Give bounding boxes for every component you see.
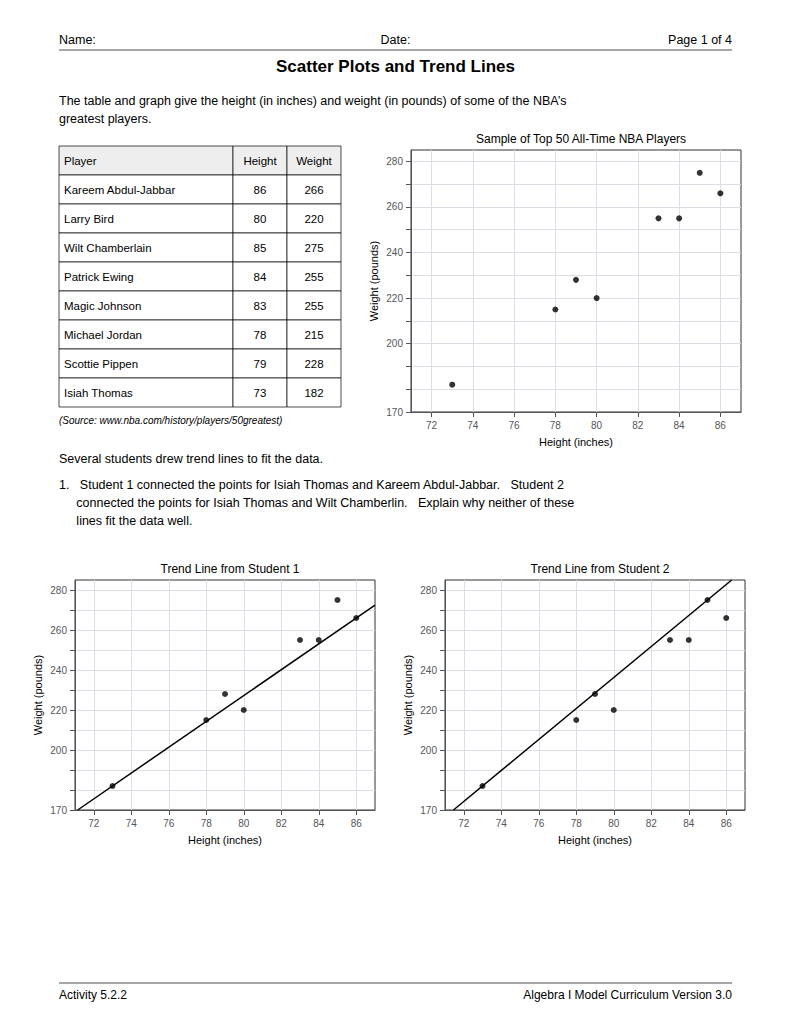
svg-text:72: 72: [458, 818, 470, 829]
svg-text:74: 74: [126, 818, 138, 829]
svg-text:Trend Line from Student 1: Trend Line from Student 1: [161, 562, 300, 576]
svg-text:170: 170: [386, 407, 403, 418]
svg-text:240: 240: [50, 665, 67, 676]
svg-text:280: 280: [386, 156, 403, 167]
svg-text:240: 240: [386, 247, 403, 258]
svg-text:(Source: www.nba.com/history/p: (Source: www.nba.com/history/players/50g…: [59, 415, 282, 426]
svg-text:255: 255: [304, 271, 323, 283]
svg-text:78: 78: [201, 818, 213, 829]
svg-text:76: 76: [533, 818, 545, 829]
svg-text:82: 82: [632, 420, 644, 431]
svg-text:Height (inches): Height (inches): [539, 436, 613, 448]
svg-text:240: 240: [420, 665, 437, 676]
svg-text:79: 79: [254, 358, 267, 370]
svg-text:86: 86: [715, 420, 727, 431]
svg-text:Weight: Weight: [296, 155, 332, 167]
svg-text:Height (inches): Height (inches): [188, 834, 262, 846]
svg-text:80: 80: [591, 420, 603, 431]
svg-text:200: 200: [420, 745, 437, 756]
svg-text:82: 82: [276, 818, 288, 829]
svg-text:Height (inches): Height (inches): [558, 834, 632, 846]
svg-text:greatest players.: greatest players.: [59, 112, 151, 126]
svg-text:Scottie Pippen: Scottie Pippen: [64, 358, 138, 370]
svg-text:Activity 5.2.2: Activity 5.2.2: [59, 988, 127, 1002]
svg-text:80: 80: [608, 818, 620, 829]
svg-text:Height: Height: [243, 155, 277, 167]
svg-text:275: 275: [304, 242, 323, 254]
svg-text:Weight (pounds): Weight (pounds): [402, 655, 414, 736]
svg-text:78: 78: [254, 329, 267, 341]
svg-text:Weight (pounds): Weight (pounds): [368, 241, 380, 322]
svg-text:170: 170: [50, 805, 67, 816]
svg-text:1. Student 1 connected the p: 1. Student 1 connected the points for Is…: [59, 478, 564, 492]
svg-text:72: 72: [88, 818, 100, 829]
svg-text:182: 182: [304, 387, 323, 399]
svg-text:73: 73: [254, 387, 267, 399]
svg-text:228: 228: [304, 358, 323, 370]
svg-text:Trend Line from Student 2: Trend Line from Student 2: [531, 562, 670, 576]
svg-text:255: 255: [304, 300, 323, 312]
svg-text:Michael Jordan: Michael Jordan: [64, 329, 142, 341]
svg-text:215: 215: [304, 329, 323, 341]
svg-text:86: 86: [254, 184, 267, 196]
svg-text:Algebra I Model Curriculum Ver: Algebra I Model Curriculum Version 3.0: [523, 988, 732, 1002]
svg-text:76: 76: [509, 420, 521, 431]
svg-text:Page 1 of 4: Page 1 of 4: [668, 33, 732, 47]
svg-text:connected the points for Isiah: connected the points for Isiah Thomas an…: [59, 496, 574, 510]
svg-text:78: 78: [550, 420, 562, 431]
svg-text:220: 220: [304, 213, 323, 225]
svg-text:Larry Bird: Larry Bird: [64, 213, 114, 225]
svg-text:Date:: Date:: [381, 33, 411, 47]
svg-text:84: 84: [313, 818, 325, 829]
svg-text:260: 260: [420, 625, 437, 636]
svg-text:Sample of Top 50 All-Time NBA: Sample of Top 50 All-Time NBA Players: [476, 132, 686, 146]
svg-text:280: 280: [50, 585, 67, 596]
svg-text:170: 170: [420, 805, 437, 816]
svg-text:The table and graph give the h: The table and graph give the height (in …: [59, 94, 566, 108]
svg-text:220: 220: [386, 293, 403, 304]
svg-text:85: 85: [254, 242, 267, 254]
svg-text:Weight (pounds): Weight (pounds): [32, 655, 44, 736]
svg-text:84: 84: [674, 420, 686, 431]
svg-text:Wilt Chamberlain: Wilt Chamberlain: [64, 242, 152, 254]
svg-text:86: 86: [721, 818, 733, 829]
svg-text:82: 82: [646, 818, 658, 829]
svg-text:Player: Player: [64, 155, 97, 167]
svg-text:280: 280: [420, 585, 437, 596]
svg-text:Patrick Ewing: Patrick Ewing: [64, 271, 134, 283]
svg-text:72: 72: [426, 420, 438, 431]
svg-text:220: 220: [420, 705, 437, 716]
svg-text:260: 260: [50, 625, 67, 636]
svg-text:83: 83: [254, 300, 267, 312]
svg-text:74: 74: [496, 818, 508, 829]
svg-text:80: 80: [238, 818, 250, 829]
svg-text:Scatter Plots and Trend Lines: Scatter Plots and Trend Lines: [276, 57, 515, 76]
svg-text:86: 86: [351, 818, 363, 829]
svg-text:84: 84: [683, 818, 695, 829]
svg-text:200: 200: [386, 338, 403, 349]
svg-text:78: 78: [571, 818, 583, 829]
svg-text:Several students drew trend li: Several students drew trend lines to fit…: [59, 452, 323, 466]
svg-text:76: 76: [163, 818, 175, 829]
svg-text:74: 74: [467, 420, 479, 431]
svg-text:220: 220: [50, 705, 67, 716]
svg-text:260: 260: [386, 201, 403, 212]
svg-text:200: 200: [50, 745, 67, 756]
svg-text:80: 80: [254, 213, 267, 225]
svg-text:266: 266: [304, 184, 323, 196]
svg-text:Kareem Abdul-Jabbar: Kareem Abdul-Jabbar: [64, 184, 175, 196]
svg-text:Name:: Name:: [59, 33, 96, 47]
svg-text:Isiah Thomas: Isiah Thomas: [64, 387, 133, 399]
svg-text:Magic Johnson: Magic Johnson: [64, 300, 141, 312]
svg-text:84: 84: [254, 271, 267, 283]
svg-text:lines fit the data well.: lines fit the data well.: [59, 514, 192, 528]
